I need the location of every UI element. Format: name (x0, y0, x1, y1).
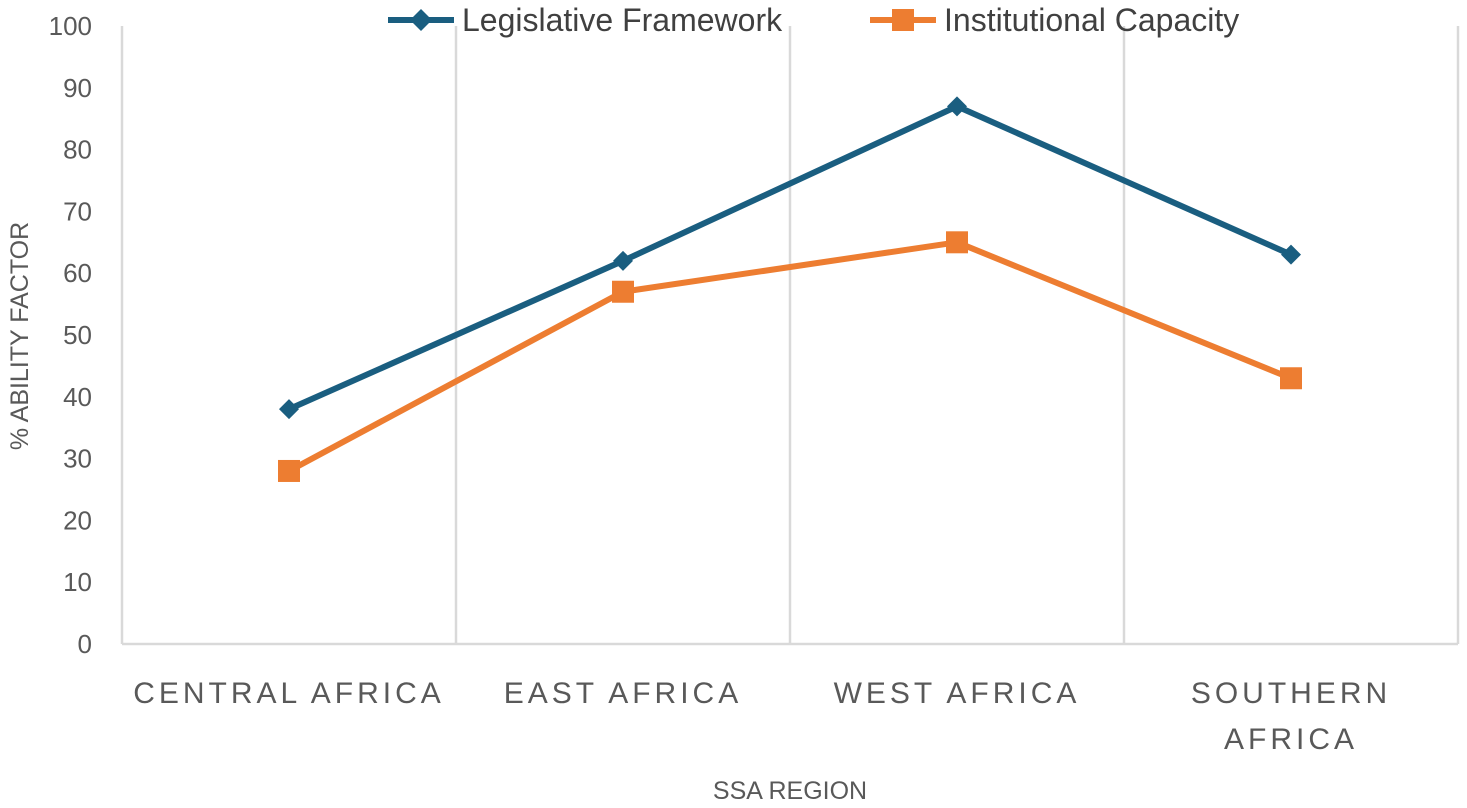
legend-item: Institutional Capacity (870, 2, 1239, 38)
data-point-diamond (947, 96, 967, 117)
y-axis-ticks: 0 10 20 30 40 50 60 70 80 90 100 (49, 11, 92, 659)
x-axis-categories: CENTRAL AFRICA EAST AFRICA WEST AFRICA SOUT… (133, 677, 1391, 756)
x-tick-label: EAST AFRICA (504, 677, 743, 710)
y-tick-label: 50 (63, 320, 92, 350)
legend-label: Institutional Capacity (944, 2, 1239, 38)
y-tick-label: 30 (63, 444, 92, 474)
x-tick-label: SOUTHERN AFRICA (1191, 677, 1391, 756)
data-point-diamond (1281, 244, 1301, 265)
series-2 (278, 231, 1302, 482)
grid-lines (120, 26, 1460, 644)
data-point-square (1280, 367, 1302, 390)
x-axis-title: SSA REGION (713, 777, 867, 805)
data-point-square (612, 280, 634, 303)
y-tick-label: 70 (63, 196, 92, 226)
legend: Legislative Framework Institutional Capac… (388, 2, 1239, 38)
x-tick-label: CENTRAL AFRICA (133, 677, 445, 710)
series-layer (278, 96, 1302, 482)
legend-marker-square (892, 9, 914, 31)
data-point-diamond (613, 250, 633, 271)
y-tick-label: 40 (63, 382, 92, 412)
y-axis-title: % ABILITY FACTOR (6, 222, 34, 450)
legend-label: Legislative Framework (462, 2, 783, 38)
data-point-square (946, 231, 968, 254)
series-1 (279, 96, 1301, 420)
data-point-diamond (279, 399, 299, 420)
y-tick-label: 100 (49, 11, 92, 41)
y-tick-label: 0 (78, 629, 92, 659)
x-tick-label: WEST AFRICA (834, 677, 1081, 710)
data-point-square (278, 459, 300, 482)
y-tick-label: 10 (63, 567, 92, 597)
y-tick-label: 20 (63, 505, 92, 535)
legend-marker-diamond (410, 9, 432, 31)
series-line (287, 103, 1293, 412)
y-tick-label: 90 (63, 73, 92, 103)
y-tick-label: 80 (63, 135, 92, 165)
series-line (287, 239, 1293, 474)
legend-item: Legislative Framework (388, 2, 783, 38)
y-tick-label: 60 (63, 258, 92, 288)
